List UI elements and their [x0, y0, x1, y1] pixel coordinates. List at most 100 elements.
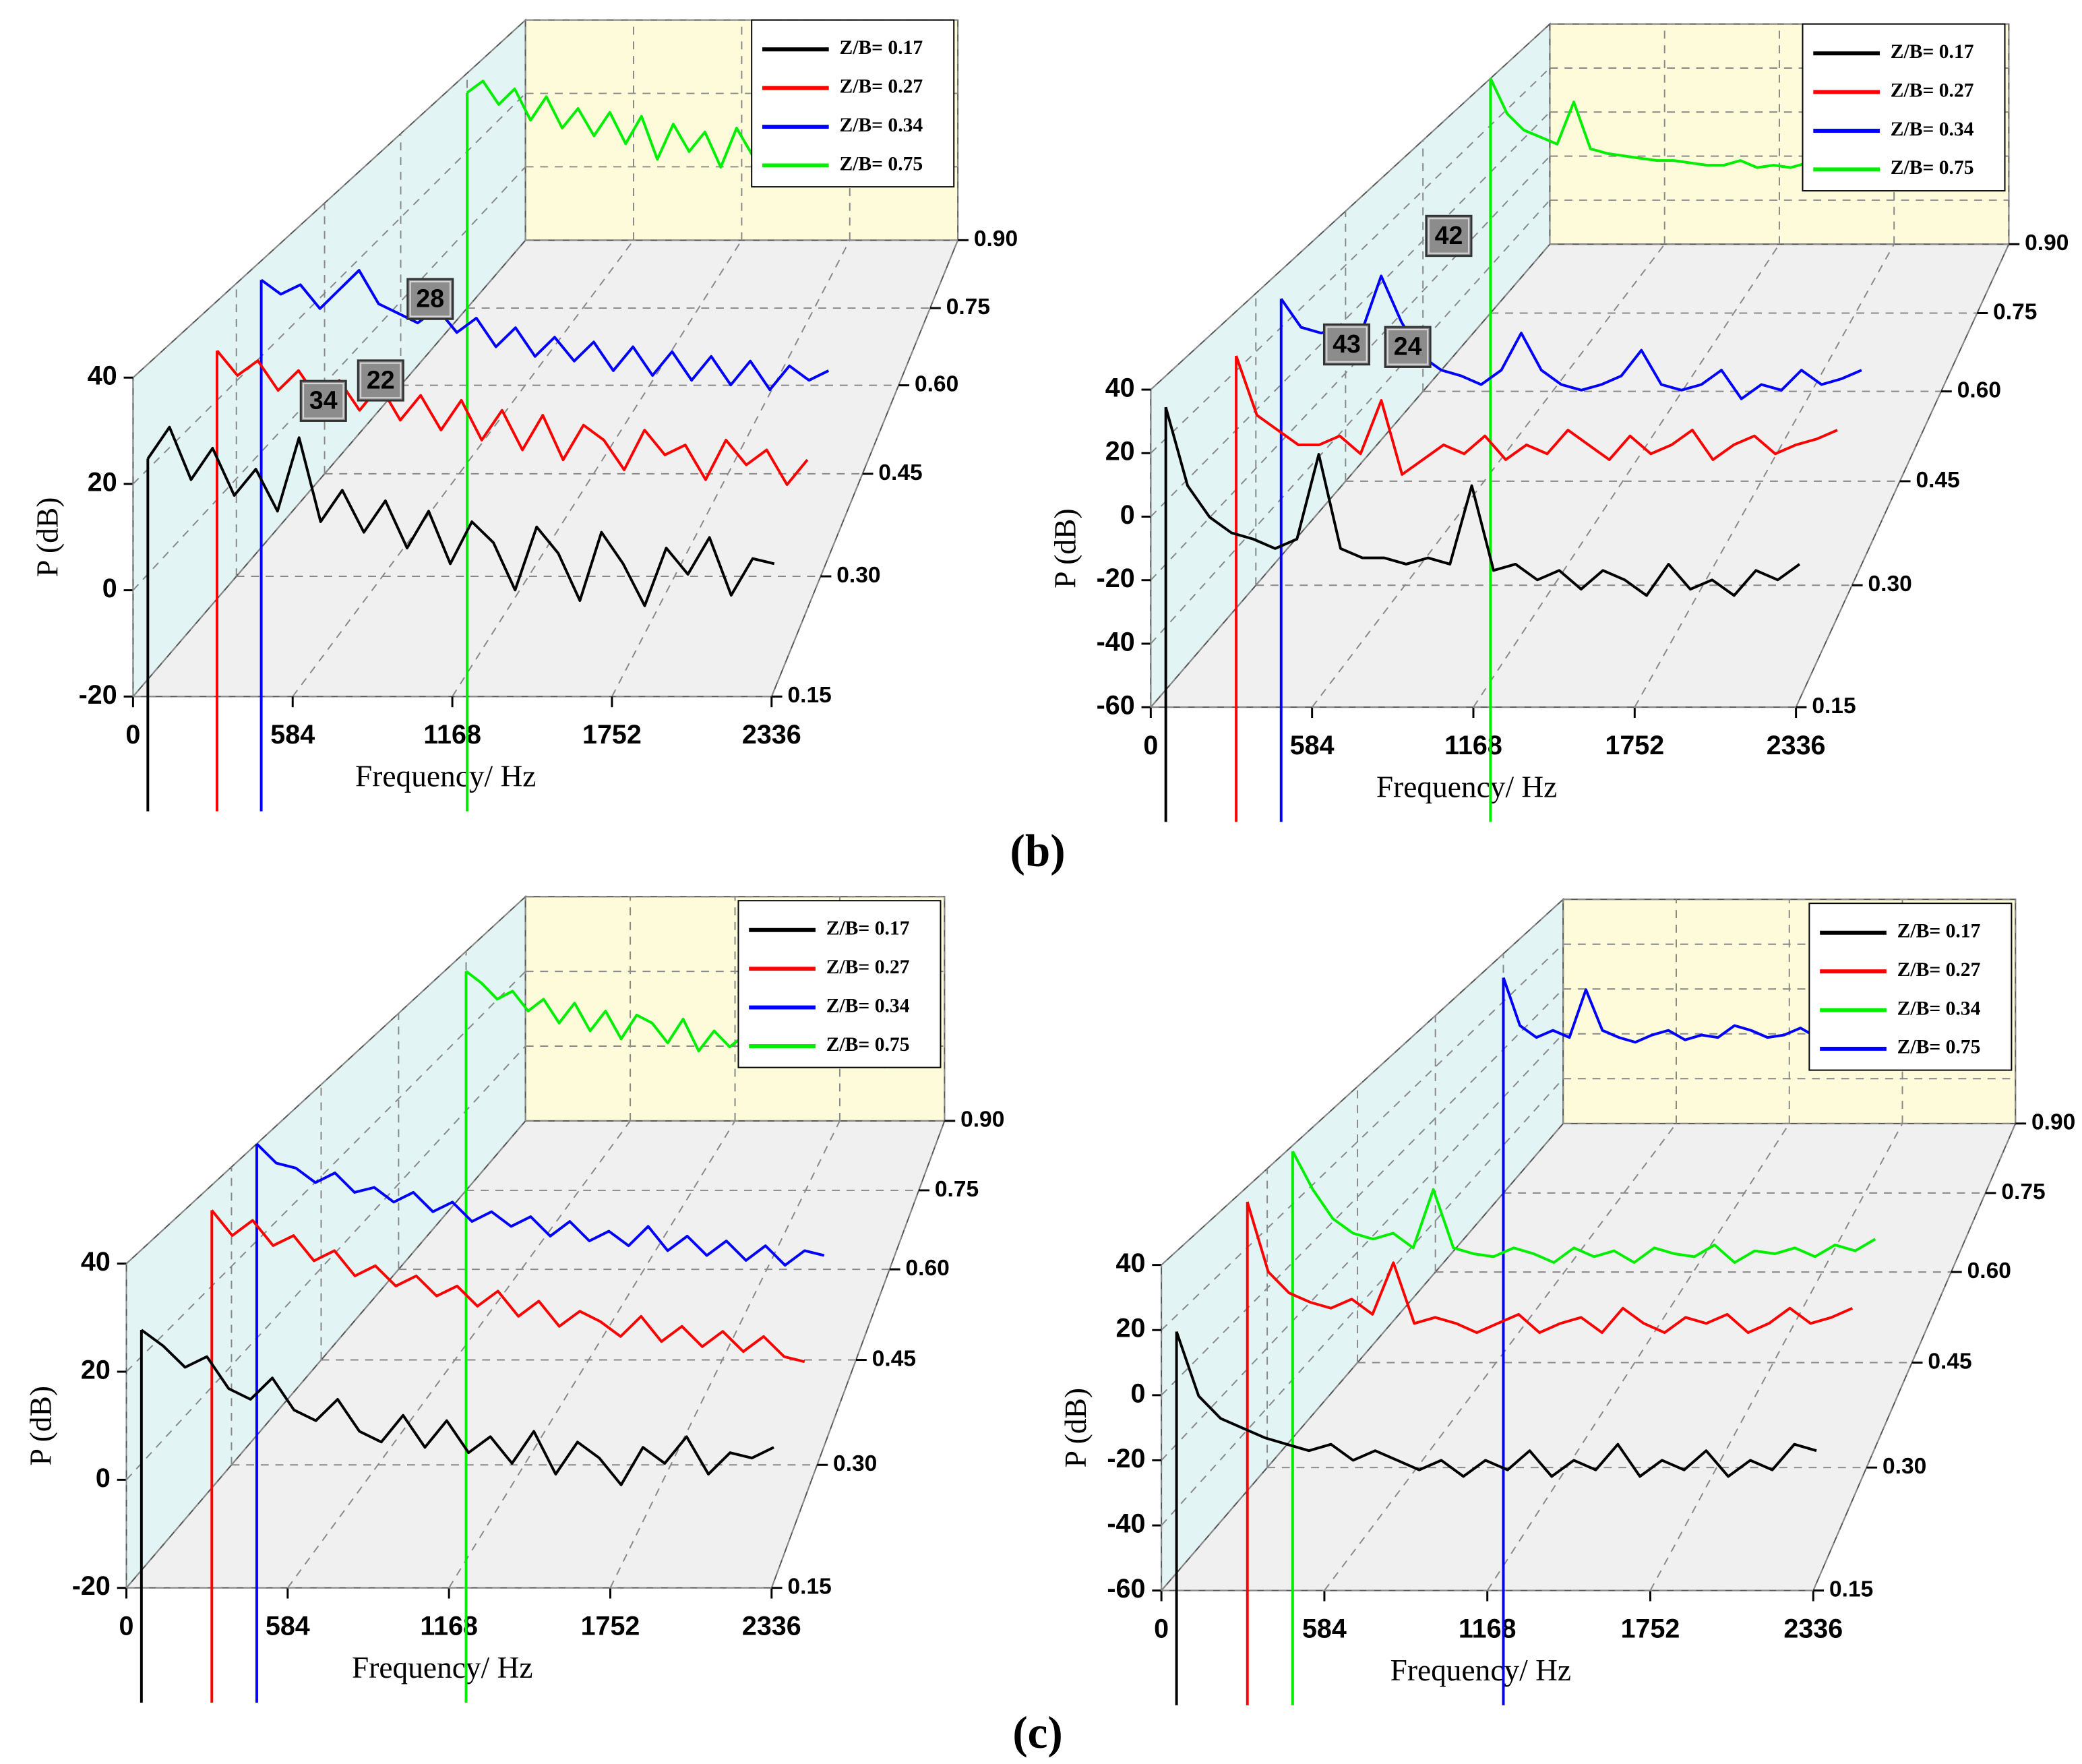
legend-label: Z/B= 0.27: [1897, 959, 1981, 981]
grid-line: [132, 239, 526, 697]
grid-line: [1161, 988, 1564, 1396]
y-axis-label: P (dB): [1047, 508, 1082, 588]
grid-line: [1150, 200, 1551, 644]
series-line: [210, 1209, 805, 1364]
caption: (b): [1010, 825, 1066, 876]
z-tick-label: 0.15: [1829, 1577, 1873, 1602]
y-axis-label: P (dB): [1058, 1388, 1093, 1467]
x-tick-label: 1752: [582, 720, 642, 750]
legend-label: Z/B= 0.17: [826, 918, 910, 940]
grid-line: [1486, 1123, 1790, 1591]
z-tick-label: 0.15: [1812, 694, 1856, 719]
legend-label: Z/B= 0.34: [1891, 119, 1974, 140]
z-tick-label: 0.90: [2031, 1110, 2075, 1135]
annotation-label: 34: [309, 386, 338, 415]
y-tick-label: 40: [81, 1247, 111, 1277]
grid-line: [1812, 1123, 2017, 1591]
grid-line: [1324, 1123, 1677, 1591]
x-axis-label: Frequency/ Hz: [1390, 1653, 1571, 1687]
z-tick-label: 0.90: [960, 1107, 1004, 1132]
legend-label: Z/B= 0.27: [1891, 80, 1974, 101]
x-tick-label: 2336: [742, 720, 801, 750]
x-axis-label: Frequency/ Hz: [1376, 769, 1557, 803]
grid-line: [292, 239, 634, 697]
legend-label: Z/B= 0.34: [839, 115, 923, 136]
x-tick-label: 0: [125, 720, 140, 750]
x-tick-label: 1168: [420, 1611, 478, 1641]
grid-line: [125, 1045, 526, 1481]
x-tick-label: 584: [266, 1611, 310, 1641]
series-line: [1280, 274, 1862, 400]
z-tick-label: 0.90: [974, 226, 1018, 251]
z-tick-label: 0.75: [2001, 1180, 2045, 1205]
annotation-highlight: [360, 362, 402, 399]
y-tick-label: -40: [1097, 627, 1135, 657]
annotation-box: [406, 278, 454, 320]
y-tick-label: -40: [1107, 1509, 1145, 1538]
z-tick-label: 0.60: [915, 371, 958, 396]
z-tick-label: 0.30: [833, 1451, 877, 1476]
legend-label: Z/B= 0.27: [826, 956, 910, 978]
y-tick-label: -20: [1097, 564, 1135, 593]
grid-line: [1161, 899, 1564, 1266]
z-tick-label: 0.75: [946, 295, 990, 320]
grid-line: [1161, 1033, 1564, 1461]
grid-line: [611, 239, 851, 697]
y-tick-label: 20: [1116, 1314, 1146, 1343]
x-tick-label: 584: [270, 720, 315, 750]
annotation-highlight: [1326, 326, 1368, 363]
x-tick-label: 584: [1302, 1614, 1347, 1643]
z-tick-label: 0.60: [905, 1256, 949, 1281]
z-tick-label: 0.90: [2025, 231, 2069, 255]
z-tick-label: 0.15: [787, 683, 831, 708]
x-axis-label: Frequency/ Hz: [355, 758, 536, 793]
grid-line: [1161, 1078, 1564, 1526]
y-tick-label: 40: [88, 361, 117, 391]
annotation-highlight: [1428, 218, 1470, 254]
series-line: [1175, 1331, 1817, 1478]
grid-line: [1161, 1123, 1564, 1591]
z-tick-label: 0.45: [1928, 1349, 1971, 1374]
grid-line: [1795, 243, 2010, 708]
chart-panel: 0 584 1168 1752 2336 -20 0 20 40 0.15 0.30 0.45 0.60…: [30, 18, 1018, 812]
y-tick-label: -60: [1107, 1574, 1145, 1604]
y-tick-label: 0: [96, 1463, 111, 1493]
y-tick-label: 0: [1120, 500, 1135, 530]
chart-panel: 0 584 1168 1752 2336 -60 -40 -20 0 20 40 0.15 0.30 0.…: [1058, 898, 2075, 1705]
y-tick-label: 0: [102, 574, 117, 603]
legend-label: Z/B= 0.34: [826, 995, 910, 1016]
x-tick-label: 2336: [1783, 1614, 1843, 1643]
grid-line: [1311, 243, 1665, 708]
legend-label: Z/B= 0.75: [839, 153, 923, 175]
annotation-box: [1425, 214, 1473, 257]
legend-label: Z/B= 0.75: [1897, 1037, 1981, 1058]
series-line: [140, 1329, 774, 1486]
series-line: [146, 425, 775, 607]
chart-panel: 0 584 1168 1752 2336 -20 0 20 40 0.15 0.30 0.45 0.60…: [24, 895, 1004, 1703]
y-axis-label: P (dB): [24, 1386, 58, 1465]
series-line: [1291, 1151, 1876, 1265]
y-tick-label: -20: [72, 1571, 111, 1601]
grid-line: [452, 239, 743, 697]
series-line: [1235, 355, 1838, 476]
annotation-highlight: [409, 280, 451, 317]
series-line: [255, 1143, 825, 1267]
y-tick-label: 20: [81, 1355, 111, 1385]
legend-label: Z/B= 0.27: [839, 75, 923, 97]
annotation-box: [357, 359, 404, 402]
legend-label: Z/B= 0.75: [826, 1034, 910, 1056]
x-tick-label: 1752: [581, 1611, 640, 1641]
series-line: [260, 269, 830, 392]
x-tick-label: 1168: [1459, 1614, 1517, 1643]
z-tick-label: 0.15: [787, 1575, 831, 1600]
legend-box: [737, 900, 942, 1068]
x-tick-label: 0: [1154, 1614, 1169, 1643]
z-tick-label: 0.45: [872, 1346, 916, 1371]
legend-label: Z/B= 0.75: [1891, 157, 1974, 179]
annotation-highlight: [303, 383, 344, 419]
y-tick-label: 0: [1130, 1378, 1145, 1408]
x-tick-label: 0: [119, 1611, 134, 1641]
grid-line: [770, 1120, 946, 1589]
annotation-label: 42: [1435, 221, 1463, 249]
